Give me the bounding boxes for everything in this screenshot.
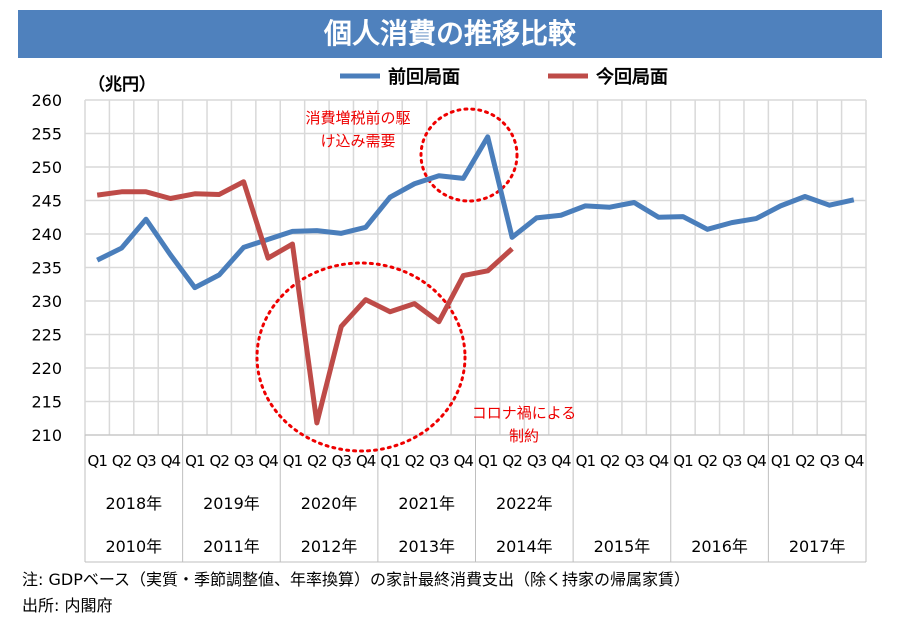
x-tick-label: Q4 xyxy=(844,452,864,470)
series-line-1 xyxy=(96,179,514,426)
y-tick-label: 210 xyxy=(31,426,62,445)
footnote: 注: GDPベース（実質・季節調整値、年率換算）の家計最終消費支出（除く持家の帰… xyxy=(22,570,691,589)
x-tick-label: Q2 xyxy=(795,452,815,470)
y-tick-label: 245 xyxy=(31,192,62,211)
x-tick-label: Q1 xyxy=(576,452,596,470)
year-label-previous: 2010年 xyxy=(105,537,162,556)
y-tick-label: 230 xyxy=(31,292,62,311)
y-axis-label: （兆円） xyxy=(88,74,156,95)
x-tick-label: Q1 xyxy=(478,452,498,470)
year-label-previous: 2017年 xyxy=(789,537,846,556)
x-tick-label: Q1 xyxy=(380,452,400,470)
y-tick-label: 250 xyxy=(31,158,62,177)
x-tick-label: Q2 xyxy=(210,452,230,470)
x-tick-label: Q4 xyxy=(161,452,181,470)
year-label-previous: 2014年 xyxy=(496,537,553,556)
year-label-current: 2018年 xyxy=(105,494,162,513)
x-tick-label: Q2 xyxy=(405,452,425,470)
x-tick-label: Q4 xyxy=(356,452,376,470)
x-tick-label: Q2 xyxy=(698,452,718,470)
x-tick-label: Q3 xyxy=(624,452,644,470)
x-tick-label: Q3 xyxy=(820,452,840,470)
y-tick-label: 260 xyxy=(31,91,62,110)
series-line-0 xyxy=(96,134,855,291)
y-tick-label: 215 xyxy=(31,393,62,412)
legend-label: 前回局面 xyxy=(388,66,460,88)
year-label-previous: 2013年 xyxy=(398,537,455,556)
year-label-current: 2022年 xyxy=(496,494,553,513)
annotation-circle-tax xyxy=(419,107,519,203)
year-label-current: 2021年 xyxy=(398,494,455,513)
x-tick-label: Q3 xyxy=(234,452,254,470)
legend-label: 今回局面 xyxy=(596,66,668,88)
x-tick-label: Q3 xyxy=(429,452,449,470)
year-label-previous: 2011年 xyxy=(203,537,260,556)
year-label-previous: 2012年 xyxy=(301,537,358,556)
y-tick-label: 235 xyxy=(31,259,62,278)
year-label-previous: 2016年 xyxy=(691,537,748,556)
x-tick-label: Q3 xyxy=(527,452,547,470)
y-tick-label: 255 xyxy=(31,125,62,144)
chart-title: 個人消費の推移比較 xyxy=(18,10,882,58)
year-label-current: 2020年 xyxy=(301,494,358,513)
annotation-tax-line2: け込み需要 xyxy=(320,132,395,150)
x-tick-label: Q2 xyxy=(502,452,522,470)
annotation-covid-line1: コロナ禍による xyxy=(472,404,577,422)
year-label-previous: 2015年 xyxy=(594,537,651,556)
x-tick-label: Q2 xyxy=(307,452,327,470)
x-tick-label: Q4 xyxy=(746,452,766,470)
annotation-tax-line1: 消費増税前の駆 xyxy=(305,109,410,127)
y-tick-label: 225 xyxy=(31,326,62,345)
annotation-covid-line2: 制約 xyxy=(509,427,539,445)
x-tick-label: Q3 xyxy=(332,452,352,470)
y-tick-label: 240 xyxy=(31,225,62,244)
x-tick-label: Q4 xyxy=(258,452,278,470)
x-tick-label: Q4 xyxy=(454,452,474,470)
x-tick-label: Q3 xyxy=(722,452,742,470)
x-tick-label: Q1 xyxy=(771,452,791,470)
x-tick-label: Q2 xyxy=(600,452,620,470)
x-tick-label: Q1 xyxy=(185,452,205,470)
x-tick-label: Q4 xyxy=(551,452,571,470)
x-tick-label: Q1 xyxy=(88,452,108,470)
annotation-circle-covid xyxy=(255,261,467,453)
source-note: 出所: 内閣府 xyxy=(22,596,113,615)
x-tick-label: Q1 xyxy=(673,452,693,470)
y-tick-label: 220 xyxy=(31,359,62,378)
x-tick-label: Q3 xyxy=(136,452,156,470)
x-tick-label: Q1 xyxy=(283,452,303,470)
x-tick-label: Q2 xyxy=(112,452,132,470)
year-label-current: 2019年 xyxy=(203,494,260,513)
x-tick-label: Q4 xyxy=(649,452,669,470)
